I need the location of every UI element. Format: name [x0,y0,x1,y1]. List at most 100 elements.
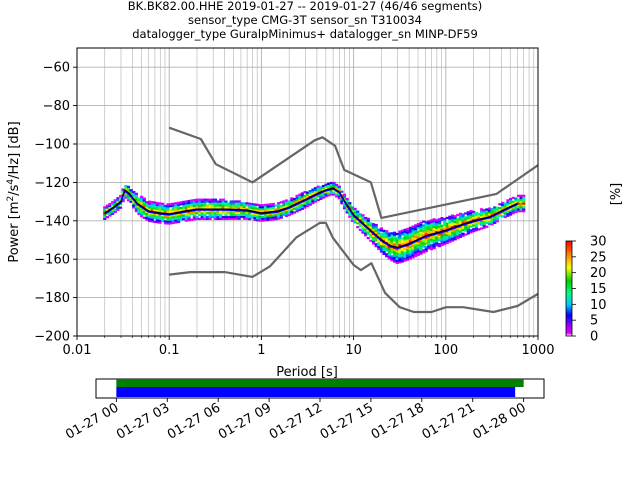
density-cell [140,207,144,210]
density-cell [313,187,318,190]
density-cell [487,213,492,216]
density-cell [308,203,312,206]
density-cell [432,227,436,231]
density-cell [458,231,463,235]
density-cell [253,218,257,221]
density-cell [519,200,523,203]
density-cell [248,217,252,221]
density-cell [140,199,144,202]
density-cell [306,203,310,206]
density-cell [118,206,123,209]
density-cell [450,231,455,234]
density-cell [487,220,492,224]
density-cell [287,202,291,205]
density-cell [472,228,476,231]
density-cell [184,202,189,205]
density-cell [393,241,397,244]
density-cell [248,204,252,207]
density-cell [400,248,405,251]
density-cell [427,226,431,229]
density-cell [290,201,294,204]
density-cell [429,225,434,228]
density-cell [472,210,476,214]
density-cell [224,215,228,219]
density-cell [353,207,357,211]
density-cell [342,195,347,198]
density-cell [205,210,210,213]
density-cell [414,247,418,250]
density-cell [406,254,410,257]
density-cell [377,245,381,249]
density-cell [213,198,218,201]
density-cell [340,198,344,201]
density-cell [395,254,399,257]
density-cell [203,204,207,207]
density-cell [427,239,431,242]
density-cell [124,196,128,199]
density-cell [390,238,394,241]
density-cell [121,198,125,201]
timeline-tick-label: 01-28 00 [471,400,529,442]
density-cell [450,225,455,229]
density-cell [445,241,449,245]
density-cell [263,205,268,208]
density-cell [174,219,178,222]
density-cell [155,217,160,220]
density-cell [200,217,204,220]
density-cell [200,206,204,209]
density-cell [377,232,381,235]
density-cell [379,229,384,232]
density-cell [350,219,355,222]
density-cell [298,193,302,196]
density-cell [440,236,444,239]
density-cell [461,226,465,230]
density-cell [240,215,244,218]
density-cell [501,215,505,218]
density-cell [437,223,441,227]
density-cell [416,242,420,245]
density-cell [503,212,507,215]
density-cell [205,206,210,209]
density-cell [295,194,299,198]
density-cell [427,241,431,244]
density-cell [429,226,434,230]
density-cell [219,202,223,205]
density-cell [198,200,202,203]
density-cell [414,235,418,238]
y-tick-label: −60 [43,61,70,76]
density-cell [506,208,510,212]
density-cell [356,216,360,219]
density-cell [174,217,178,220]
density-cell [271,208,275,211]
density-cell [503,210,507,213]
density-cell [155,205,160,208]
density-cell [242,211,247,215]
density-cell [327,184,331,187]
density-cell [340,202,344,205]
density-cell [522,208,526,211]
density-cell [208,212,212,215]
density-cell [469,211,473,215]
density-cell [472,212,476,215]
density-cell [282,204,286,207]
density-cell [385,234,389,237]
density-cell [316,199,320,202]
density-cell [382,235,386,238]
density-cell [295,196,299,199]
density-cell [419,231,423,234]
density-cell [369,239,373,242]
density-cell [419,227,423,230]
density-cell [427,245,431,248]
density-cell [192,199,196,202]
density-cell [213,202,218,205]
density-cell [379,246,384,249]
density-cell [303,191,307,194]
density-cell [303,202,307,205]
density-cell [300,196,304,199]
density-cell [237,217,241,220]
density-cell [400,243,405,246]
density-cell [411,231,415,234]
density-cell [184,208,189,211]
density-cell [140,203,144,206]
density-cell [113,203,117,206]
